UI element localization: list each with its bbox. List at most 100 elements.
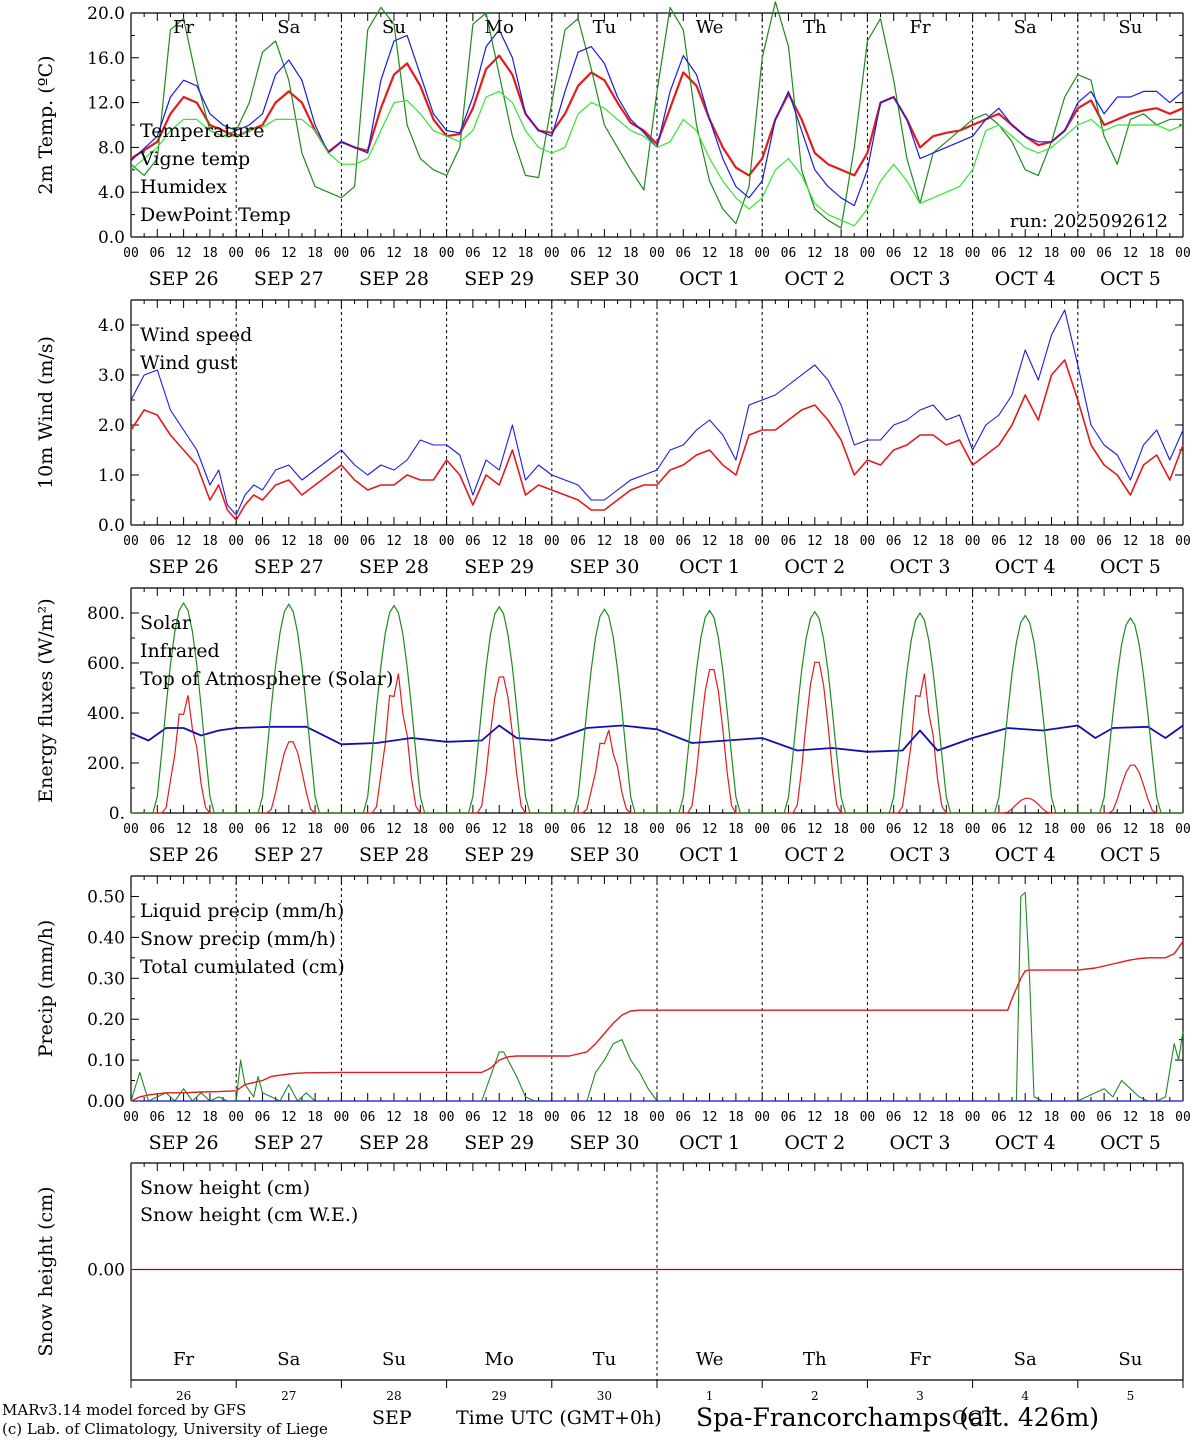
- x-tick-label: 00: [754, 1110, 770, 1125]
- month-sep-label: SEP: [372, 1407, 412, 1429]
- panel-wind: 0.0 1.0 2.0 3.0 4.0 10m Wind (m/s) Wind speed W…: [35, 299, 1191, 578]
- date-label: SEP 26: [149, 1132, 219, 1154]
- x-tick-label: 00: [1070, 246, 1086, 261]
- x-tick-label: 18: [623, 246, 639, 261]
- y-tick-label: 12.0: [87, 94, 125, 114]
- x-tick-label: 12: [281, 1110, 297, 1125]
- x-tick-label: 12: [1017, 1110, 1033, 1125]
- x-tick-label: 12: [702, 246, 718, 261]
- date-label: SEP 28: [359, 268, 429, 290]
- y-tick-label: 200.: [87, 754, 125, 774]
- date-label: OCT 1: [679, 844, 740, 866]
- panel-temperature: 0.0 4.0 8.0 12.0 16.0 20.0 2m Temp. (ºC) Temper…: [35, 1, 1191, 290]
- x-tick-label: 06: [360, 1110, 376, 1125]
- x-tick-label: 00: [1175, 1110, 1191, 1125]
- x-tick-label: 00: [439, 1110, 455, 1125]
- y-tick-label: 0.30: [87, 969, 125, 989]
- y-tick-label: 0.: [109, 804, 125, 824]
- time-axis-label: Time UTC (GMT+0h): [456, 1407, 662, 1429]
- legend-top-of-atmosphere-solar-: Top of Atmosphere (Solar): [140, 668, 393, 690]
- x-tick-label: 18: [623, 534, 639, 549]
- y-tick-label: 0.00: [87, 1092, 125, 1112]
- date-label: OCT 2: [784, 268, 845, 290]
- y-tick-label: 800.: [87, 604, 125, 624]
- x-tick-label: 06: [1096, 1110, 1112, 1125]
- x-tick-label: 00: [965, 534, 981, 549]
- weekday-label: Fr: [909, 17, 930, 38]
- legend-dewpoint-temp: DewPoint Temp: [140, 204, 291, 226]
- x-tick-label: 00: [334, 1110, 350, 1125]
- x-tick-label: 18: [518, 534, 534, 549]
- x-tick-label: 12: [702, 1110, 718, 1125]
- x-tick-label: 12: [176, 822, 192, 837]
- x-tick-label: 18: [728, 822, 744, 837]
- weekday-label: Su: [1118, 1349, 1142, 1370]
- y-axis-label: Precip (mm/h): [35, 920, 57, 1058]
- y-tick-label: 0.0: [98, 516, 125, 536]
- day-number-label: 3: [916, 1389, 924, 1403]
- series-dewpoint-temp: [130, 90, 1184, 227]
- x-tick-label: 00: [1175, 534, 1191, 549]
- station-title: Spa-Francorchamps (alt. 426m): [696, 1403, 1099, 1432]
- date-label: SEP 28: [359, 556, 429, 578]
- day-number-label: 2: [811, 1389, 819, 1403]
- x-tick-label: 06: [781, 246, 797, 261]
- x-tick-label: 12: [1123, 822, 1139, 837]
- series-total-cumulated-cm-: [130, 941, 1184, 1102]
- date-label: SEP 28: [359, 1132, 429, 1154]
- day-number-label: 1: [706, 1389, 714, 1403]
- day-number-label: 26: [176, 1389, 191, 1403]
- x-tick-label: 12: [176, 1110, 192, 1125]
- x-tick-label: 06: [149, 822, 165, 837]
- x-tick-label: 18: [833, 1110, 849, 1125]
- x-tick-label: 12: [807, 534, 823, 549]
- date-label: SEP 30: [569, 556, 639, 578]
- x-tick-label: 00: [965, 1110, 981, 1125]
- x-tick-label: 00: [334, 246, 350, 261]
- x-tick-label: 18: [623, 822, 639, 837]
- panel-energy: 0. 200. 400. 600. 800. Energy fluxes (W/m²) So…: [35, 587, 1191, 866]
- x-tick-label: 12: [912, 822, 928, 837]
- x-tick-label: 06: [255, 246, 271, 261]
- x-tick-label: 06: [991, 246, 1007, 261]
- x-tick-label: 00: [754, 246, 770, 261]
- x-tick-label: 18: [728, 246, 744, 261]
- series-infrared: [130, 724, 1184, 753]
- date-label: OCT 4: [995, 1132, 1056, 1154]
- date-label: OCT 5: [1100, 1132, 1161, 1154]
- date-label: SEP 30: [569, 1132, 639, 1154]
- x-tick-label: 00: [439, 822, 455, 837]
- x-tick-label: 18: [412, 246, 428, 261]
- x-tick-label: 06: [255, 822, 271, 837]
- date-label: SEP 26: [149, 268, 219, 290]
- day-number-label: 28: [386, 1389, 401, 1403]
- y-axis-label: 10m Wind (m/s): [35, 336, 57, 489]
- x-tick-label: 06: [465, 822, 481, 837]
- y-tick-label: 2.0: [98, 416, 125, 436]
- x-tick-label: 18: [202, 534, 218, 549]
- date-label: SEP 26: [149, 556, 219, 578]
- x-tick-label: 06: [991, 534, 1007, 549]
- x-tick-label: 00: [123, 1110, 139, 1125]
- x-tick-label: 12: [386, 1110, 402, 1125]
- date-label: OCT 4: [995, 268, 1056, 290]
- date-label: OCT 5: [1100, 556, 1161, 578]
- x-tick-label: 18: [518, 246, 534, 261]
- x-tick-label: 12: [491, 822, 507, 837]
- date-label: OCT 4: [995, 556, 1056, 578]
- x-tick-label: 12: [597, 1110, 613, 1125]
- series-vigne-temp: [130, 1, 1183, 229]
- x-tick-label: 18: [1044, 246, 1060, 261]
- x-tick-label: 06: [465, 246, 481, 261]
- x-tick-label: 00: [334, 534, 350, 549]
- legend-solar: Solar: [140, 612, 192, 634]
- x-tick-label: 06: [675, 822, 691, 837]
- x-tick-label: 12: [702, 534, 718, 549]
- legend-liquid-precip-mm-h-: Liquid precip (mm/h): [140, 900, 344, 922]
- y-tick-label: 0.00: [87, 1261, 125, 1281]
- x-tick-label: 06: [781, 534, 797, 549]
- x-tick-label: 12: [386, 534, 402, 549]
- weekday-label: Sa: [1014, 17, 1037, 38]
- weekday-label: Fr: [173, 17, 194, 38]
- y-tick-label: 0.0: [98, 228, 125, 248]
